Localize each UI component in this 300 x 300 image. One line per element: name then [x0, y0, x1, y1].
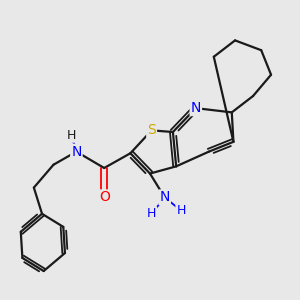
- Text: N: N: [71, 145, 82, 159]
- Text: H: H: [147, 207, 156, 220]
- Text: H: H: [176, 204, 186, 217]
- Text: O: O: [99, 190, 110, 204]
- Text: N: N: [160, 190, 170, 204]
- Text: H: H: [67, 129, 76, 142]
- Text: N: N: [190, 101, 201, 115]
- Text: S: S: [147, 123, 156, 137]
